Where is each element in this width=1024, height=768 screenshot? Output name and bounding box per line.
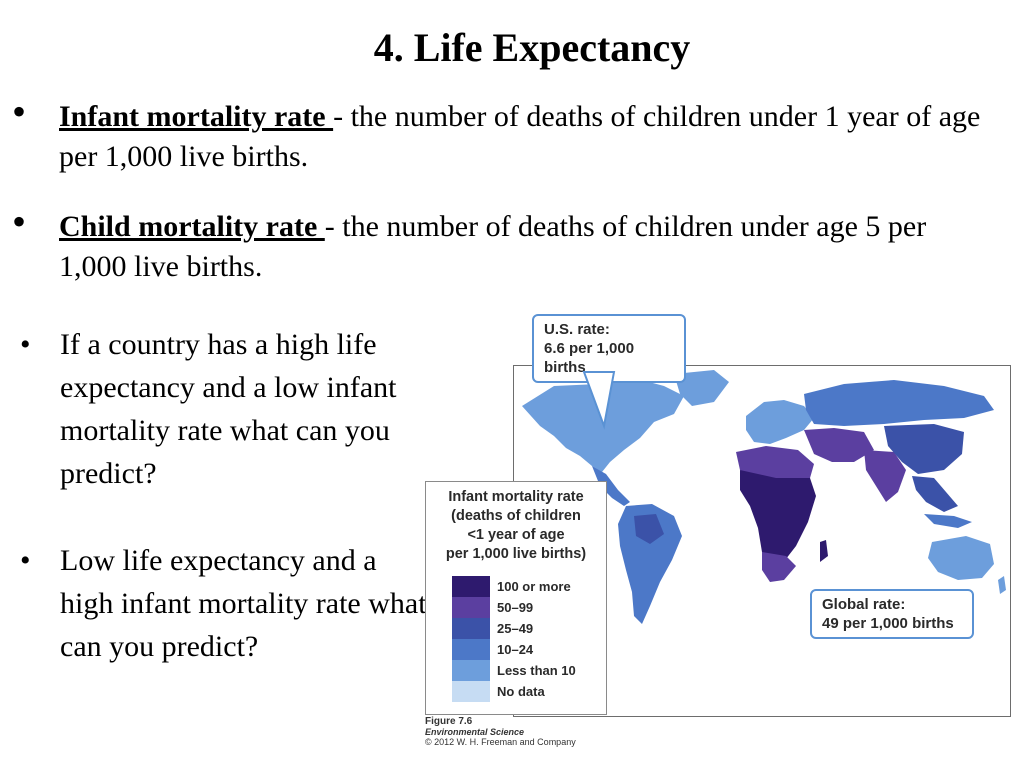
map-region-north-africa [736, 446, 814, 480]
legend-item: 50–99 [452, 597, 576, 618]
map-region-south-asia [864, 450, 906, 502]
legend-items: 100 or more 50–99 25–49 10–24 Less than … [452, 576, 576, 702]
legend-item: 100 or more [452, 576, 576, 597]
map-region-madagascar [820, 540, 828, 562]
legend-swatch [452, 576, 490, 597]
legend-swatch [452, 618, 490, 639]
legend-title-line: Infant mortality rate [448, 489, 584, 505]
us-callout-pointer [582, 371, 616, 430]
us-rate-value: 6.6 per 1,000 births [544, 340, 635, 376]
map-legend: Infant mortality rate (deaths of childre… [425, 481, 607, 715]
figure-label: Figure 7.6 [425, 716, 473, 727]
legend-swatch [452, 597, 490, 618]
map-region-southern-africa [762, 552, 796, 582]
legend-label: Less than 10 [497, 663, 576, 678]
book-title: Environmental Science [425, 727, 525, 737]
legend-swatch [452, 660, 490, 681]
map-region-europe [746, 400, 814, 444]
legend-item: Less than 10 [452, 660, 576, 681]
legend-label: 25–49 [497, 621, 534, 636]
map-region-australia [928, 536, 994, 580]
question-high-life-expectancy: If a country has a high life expectancy … [60, 328, 397, 490]
bullet-icon: • [12, 199, 27, 244]
map-region-east-asia [884, 424, 964, 474]
question-low-life-expectancy: Low life expectancy and a high infant mo… [60, 544, 427, 663]
child-mortality-term: Child mortality rate [59, 210, 325, 243]
global-rate-label: Global rate: [822, 596, 906, 613]
infant-mortality-definition: Infant mortality rate - the number of de… [59, 97, 999, 177]
copyright: © 2012 W. H. Freeman and Company [425, 737, 576, 747]
map-region-south-america-north [634, 514, 664, 544]
map-region-southeast-asia [912, 476, 958, 512]
bullet-icon: • [20, 544, 31, 577]
global-rate-callout: Global rate: 49 per 1,000 births [810, 589, 974, 639]
infant-mortality-text: - the number of deaths of children under… [59, 100, 981, 173]
map-region-indonesia [924, 514, 972, 528]
map-region-new-zealand [998, 576, 1006, 594]
slide-title: 4. Life Expectancy [373, 25, 691, 70]
bullet-icon: • [12, 89, 27, 134]
legend-item: 10–24 [452, 639, 576, 660]
legend-swatch [452, 681, 490, 702]
map-region-sub-saharan-africa [740, 470, 816, 570]
legend-title-line: <1 year of age [467, 527, 565, 543]
map-region-greenland [674, 370, 729, 406]
us-rate-label: U.S. rate: [544, 321, 610, 338]
legend-label: 10–24 [497, 642, 534, 657]
bullet-icon: • [20, 328, 31, 361]
legend-title-line: (deaths of children [451, 508, 581, 524]
legend-title: Infant mortality rate (deaths of childre… [426, 488, 606, 564]
legend-item: 25–49 [452, 618, 576, 639]
map-region-south-america [618, 504, 682, 624]
child-mortality-definition: Child mortality rate - the number of dea… [59, 207, 999, 287]
global-rate-value: 49 per 1,000 births [822, 615, 954, 632]
legend-item: No data [452, 681, 576, 702]
legend-label: 100 or more [497, 579, 571, 594]
legend-label: No data [497, 684, 545, 699]
figure-credit: Figure 7.6 Environmental Science © 2012 … [425, 716, 576, 748]
legend-title-line: per 1,000 live births) [445, 546, 587, 562]
legend-label: 50–99 [497, 600, 534, 615]
legend-swatch [452, 639, 490, 660]
map-region-central-asia [804, 428, 874, 462]
infant-mortality-term: Infant mortality rate [59, 100, 334, 133]
child-mortality-text: - the number of deaths of children under… [59, 210, 927, 283]
map-region-russia [804, 380, 994, 426]
map-region-central-america [592, 466, 630, 506]
